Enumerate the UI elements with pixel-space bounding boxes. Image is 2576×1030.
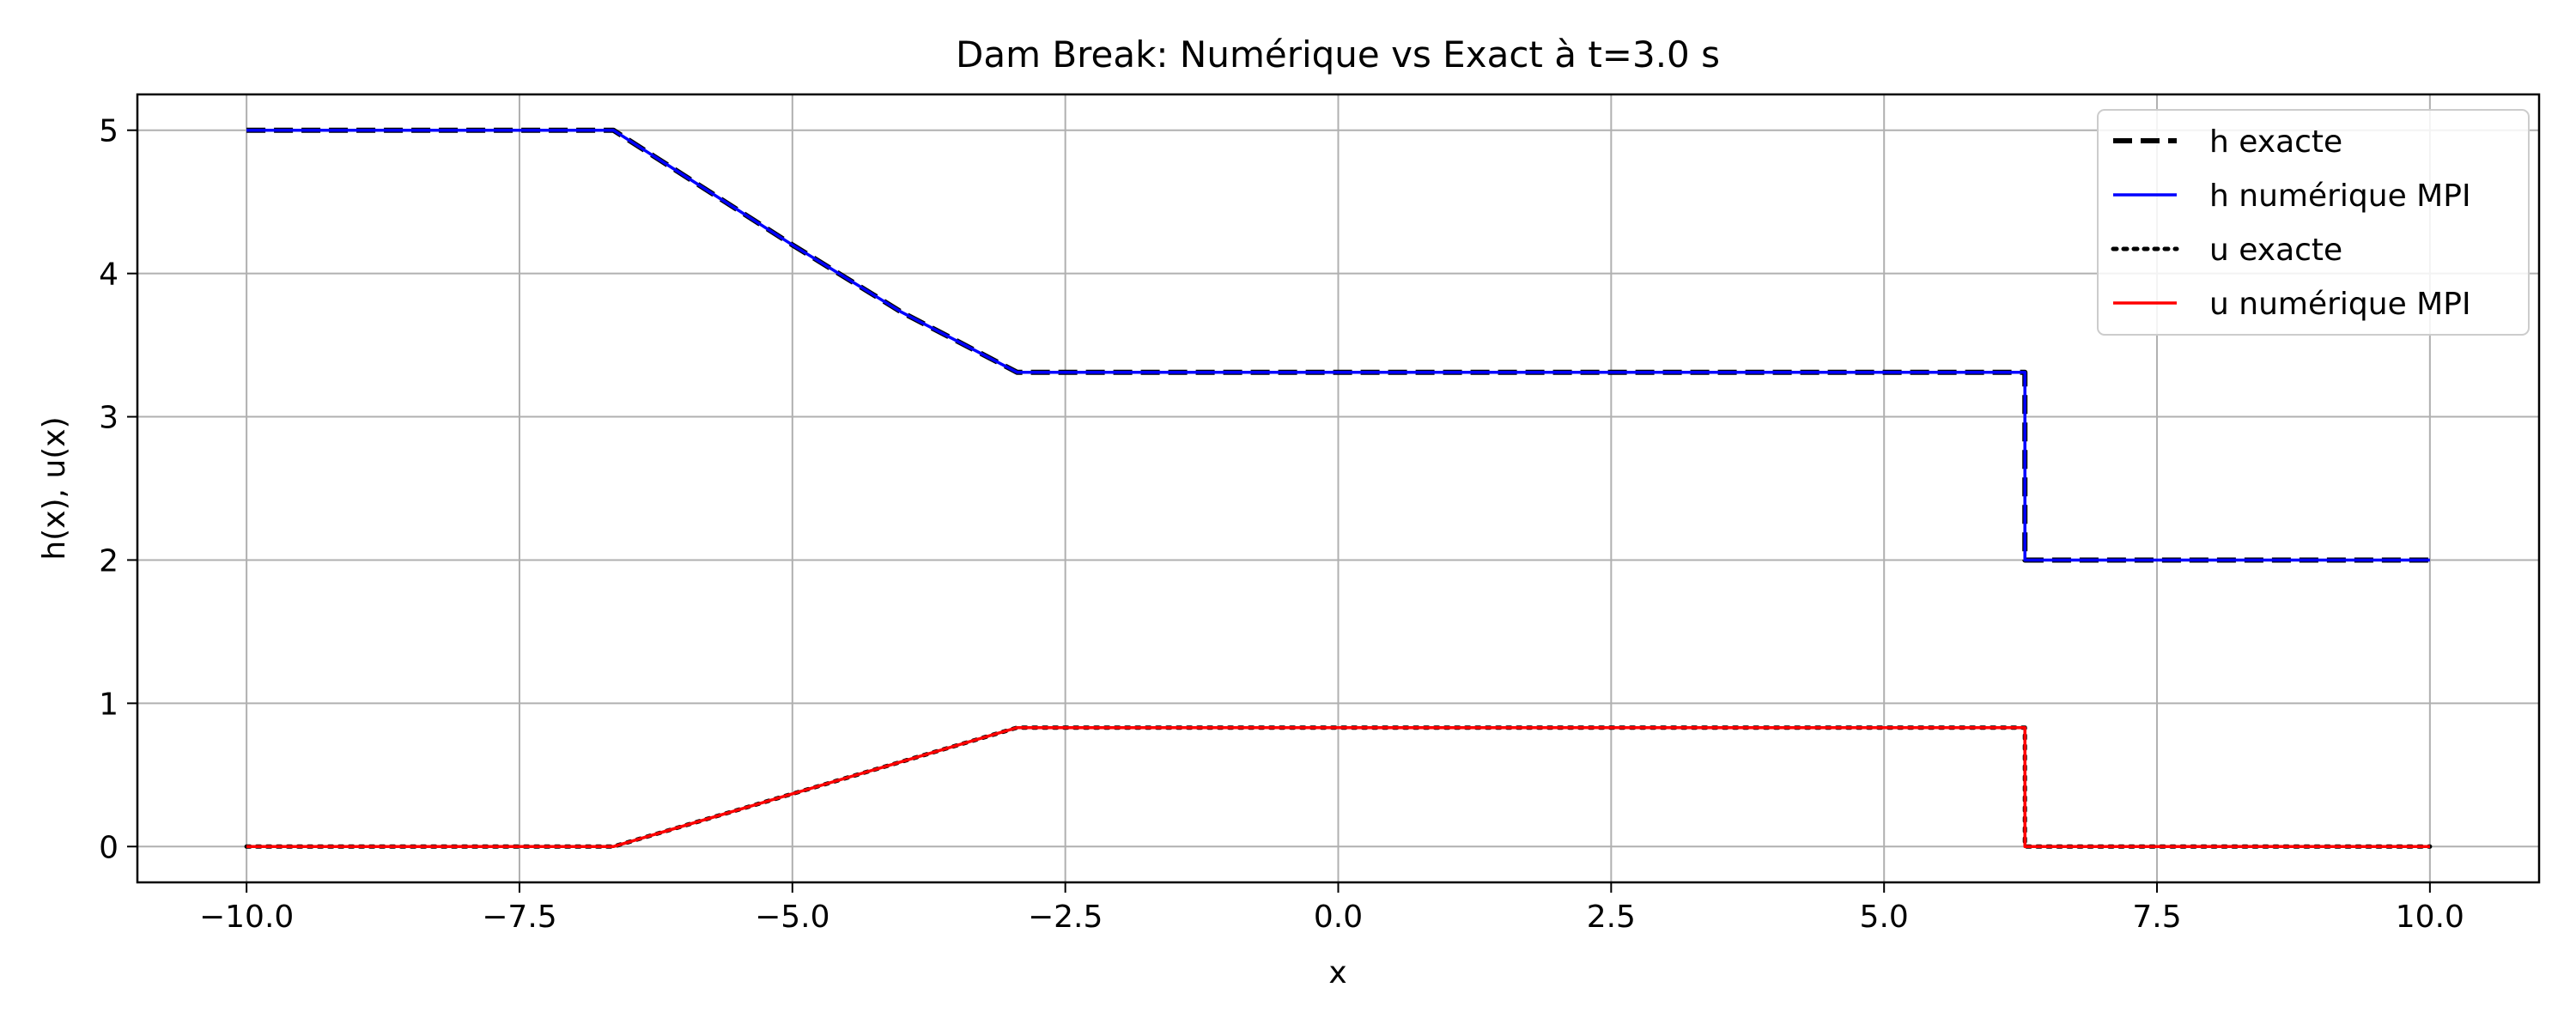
x-tick-label: −7.5	[482, 900, 556, 935]
y-tick-label: 4	[99, 258, 118, 293]
y-tick-label: 0	[99, 830, 118, 865]
series-line-1	[246, 128, 2430, 562]
y-tick-label: 1	[99, 687, 118, 722]
y-tick-label: 5	[99, 114, 118, 149]
legend-label: h numérique MPI	[2209, 179, 2471, 214]
chart-title: Dam Break: Numérique vs Exact à t=3.0 s	[956, 33, 1720, 76]
legend-label: u numérique MPI	[2209, 287, 2471, 322]
y-tick-label: 3	[99, 401, 118, 436]
axis-ticks: −10.0 −7.5 −5.0 −2.5 0.0 2.5 5.0 7.5 10.0 0 1 2 3 4 5	[99, 114, 2464, 935]
x-tick-label: −10.0	[199, 900, 294, 935]
legend-label: h exacte	[2209, 124, 2342, 160]
x-tick-label: 5.0	[1860, 900, 1909, 935]
legend: h exacte h numérique MPI u exacte u numériq…	[2097, 109, 2530, 336]
x-tick-label: 7.5	[2132, 900, 2181, 935]
x-tick-label: 2.5	[1587, 900, 1636, 935]
y-tick-label: 2	[99, 543, 118, 579]
plot-series	[244, 127, 2433, 849]
legend-box	[2097, 109, 2530, 336]
legend-label: u exacte	[2209, 233, 2342, 268]
x-axis-label: x	[1328, 955, 1346, 991]
y-axis-label: h(x), u(x)	[37, 416, 72, 560]
series-line-3	[246, 725, 2430, 849]
x-tick-label: −2.5	[1028, 900, 1103, 935]
x-tick-label: −5.0	[755, 900, 829, 935]
x-tick-label: 10.0	[2396, 900, 2464, 935]
x-tick-label: 0.0	[1314, 900, 1363, 935]
